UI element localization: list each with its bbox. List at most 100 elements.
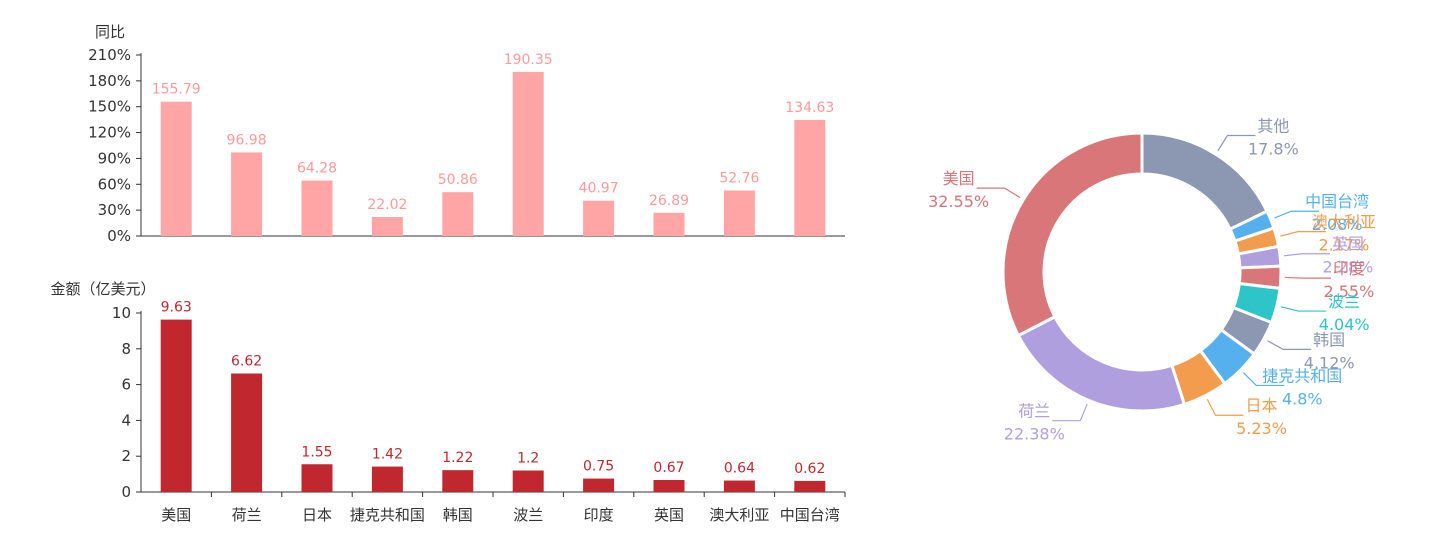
x-tick-label: 波兰 — [513, 506, 543, 524]
donut-slice-percent: 4.04% — [1319, 315, 1370, 334]
bar-value-label: 22.02 — [367, 197, 407, 213]
bar-value-label: 1.42 — [372, 447, 403, 463]
bar — [160, 101, 192, 237]
donut-leader-line — [1280, 231, 1326, 237]
bar — [723, 480, 755, 492]
donut-leader-line — [1052, 403, 1088, 422]
donut-slice — [1016, 315, 1186, 413]
donut-slice-name: 其他 — [1257, 117, 1289, 136]
bar-value-label: 1.2 — [517, 451, 539, 467]
yoy-bar-chart: 0% 30% 60% 90% 120% 150% 180% 210% 155.79 96.98 64… — [88, 46, 845, 245]
donut-slice-name: 日本 — [1245, 396, 1277, 415]
donut-slice — [1001, 131, 1144, 337]
donut-slice-percent: 4.12% — [1304, 353, 1355, 372]
bar — [442, 470, 474, 492]
donut-slice-name: 荷兰 — [1018, 402, 1050, 421]
donut-slice-percent: 22.38% — [1004, 425, 1065, 444]
bar-value-label: 96.98 — [227, 132, 267, 148]
donut-leader-line — [976, 187, 1021, 198]
y-tick-label: 120% — [88, 124, 131, 142]
bar — [723, 190, 755, 236]
bar — [583, 200, 615, 236]
y-tick-label: 10 — [112, 304, 131, 322]
donut-leader-line — [1267, 340, 1312, 350]
donut-slice-percent: 17.8% — [1248, 140, 1299, 159]
x-tick-label: 荷兰 — [232, 506, 262, 524]
donut-slice-percent: 2.17% — [1318, 236, 1369, 255]
donut-slice-name: 美国 — [943, 169, 975, 188]
donut-leader-line — [1217, 134, 1256, 152]
bar — [231, 152, 263, 236]
bar-value-label: 1.22 — [442, 450, 473, 466]
donut-slice-percent: 32.55% — [928, 192, 989, 211]
donut-slice-name: 印度 — [1333, 259, 1365, 278]
bar — [231, 373, 263, 492]
bar — [301, 180, 333, 236]
donut-slice-percent: 2.55% — [1323, 282, 1374, 301]
bottom-chart-ylabel: 金额（亿美元） — [50, 280, 155, 298]
donut-leader-line — [1243, 372, 1285, 387]
bar — [371, 466, 403, 492]
donut-slice-name: 英国 — [1332, 235, 1364, 254]
donut-slice-name: 韩国 — [1313, 330, 1345, 349]
bar-value-label: 190.35 — [504, 52, 553, 68]
donut-leader-line — [1280, 306, 1327, 312]
bar — [371, 217, 403, 236]
bar-value-label: 64.28 — [297, 161, 337, 177]
donut-slice-name: 中国台湾 — [1305, 192, 1369, 211]
y-tick-label: 6 — [121, 376, 131, 394]
bar-value-label: 50.86 — [438, 172, 478, 188]
bar — [301, 464, 333, 492]
bar — [512, 470, 544, 492]
amount-bar-chart: 0 2 4 6 8 10 9.63 美国 6.62 荷兰 1.55 日本 1.42 捷克共和国 1.22 韩国… — [112, 300, 846, 524]
y-tick-label: 90% — [98, 149, 131, 167]
donut-slice-percent: 5.23% — [1236, 419, 1287, 438]
bar — [583, 478, 615, 492]
bar-value-label: 0.67 — [653, 460, 684, 476]
x-tick-label: 中国台湾 — [780, 506, 840, 524]
y-tick-label: 0% — [107, 227, 131, 245]
bar-value-label: 0.62 — [794, 461, 825, 477]
x-tick-label: 捷克共和国 — [350, 506, 425, 524]
y-tick-label: 0 — [121, 483, 131, 501]
bar — [442, 192, 474, 236]
y-tick-label: 4 — [121, 411, 131, 429]
bar — [794, 119, 826, 236]
donut-slice-name: 澳大利亚 — [1312, 213, 1376, 232]
bar-value-label: 9.63 — [161, 300, 192, 316]
donut-leader-line — [1284, 276, 1331, 279]
share-donut-chart: 其他 17.8% 中国台湾 2.08%澳大利亚 2.17%英国 2.28%印度 2.55%波… — [928, 117, 1376, 444]
donut-leader-line — [1206, 398, 1244, 416]
bar — [160, 319, 192, 492]
y-tick-label: 60% — [98, 175, 131, 193]
bar — [653, 480, 685, 492]
bar-value-label: 1.55 — [301, 444, 332, 460]
x-tick-label: 英国 — [654, 506, 684, 524]
donut-leader-line — [1284, 253, 1330, 257]
donut-slice-percent: 4.8% — [1282, 389, 1323, 408]
x-tick-label: 美国 — [161, 506, 191, 524]
bar — [512, 71, 544, 236]
x-tick-label: 澳大利亚 — [709, 506, 769, 524]
x-tick-label: 韩国 — [443, 506, 473, 524]
bar — [653, 212, 685, 236]
y-tick-label: 30% — [98, 201, 131, 219]
donut-slice-percent: 2.28% — [1323, 258, 1374, 277]
bar — [794, 480, 826, 492]
bar-value-label: 134.63 — [785, 100, 834, 116]
x-tick-label: 印度 — [584, 506, 614, 524]
donut-slice-name: 捷克共和国 — [1262, 366, 1342, 385]
bar-value-label: 6.62 — [231, 354, 262, 370]
y-tick-label: 150% — [88, 98, 131, 116]
x-tick-label: 日本 — [302, 506, 332, 524]
y-tick-label: 180% — [88, 72, 131, 90]
bar-value-label: 26.89 — [649, 193, 689, 209]
bar-value-label: 0.64 — [724, 461, 755, 477]
donut-slice-name: 波兰 — [1328, 292, 1360, 311]
donut-slice-percent: 2.08% — [1312, 215, 1363, 234]
bar-value-label: 0.75 — [583, 459, 614, 475]
bar-value-label: 52.76 — [719, 171, 759, 187]
y-tick-label: 8 — [121, 340, 131, 358]
top-chart-ylabel: 同比 — [95, 23, 125, 41]
